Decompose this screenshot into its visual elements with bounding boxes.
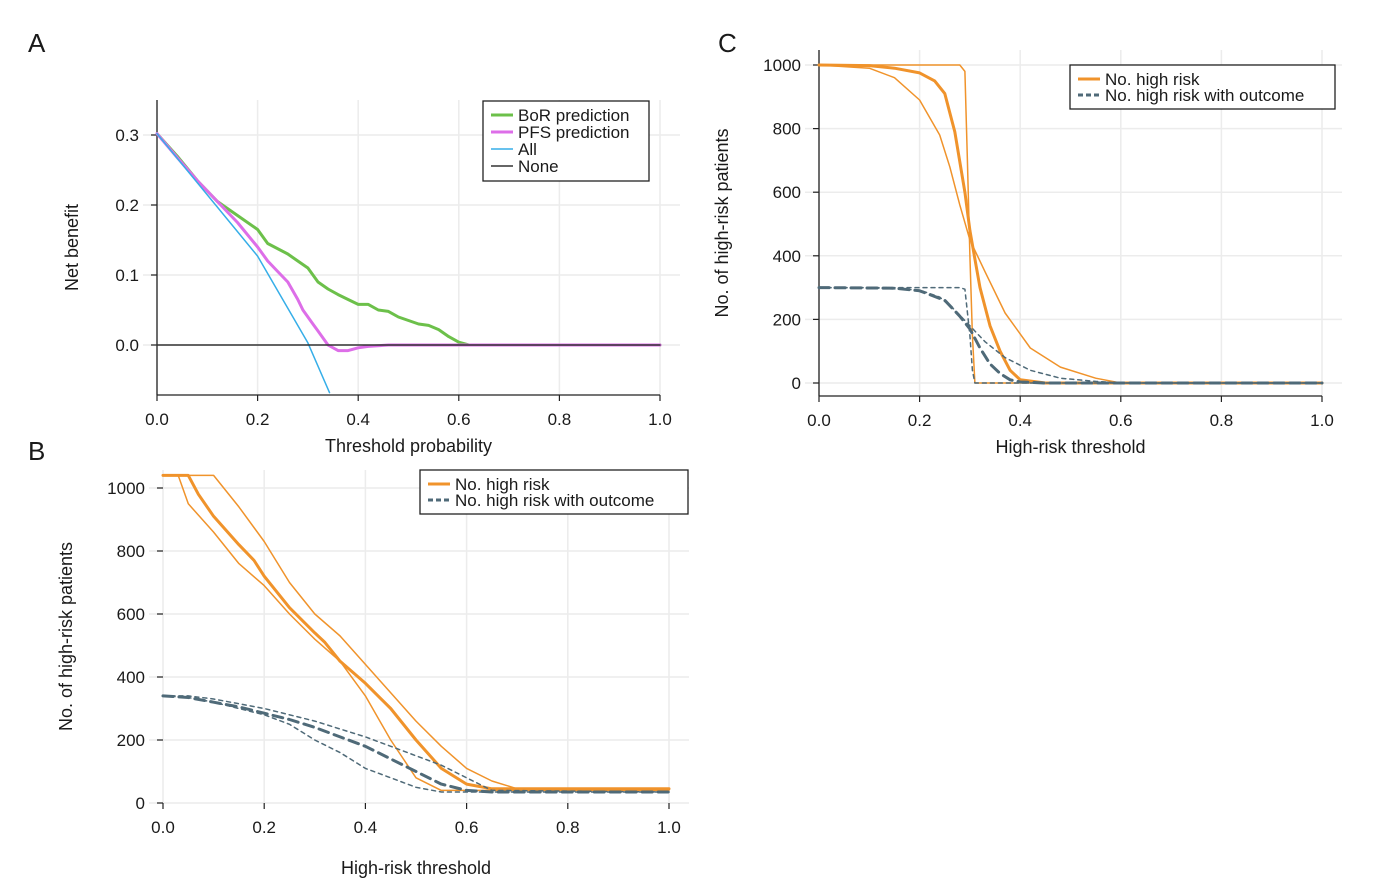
panel-b-x-axis-label: High-risk threshold: [341, 858, 491, 878]
panel-c-legend-label: No. high risk with outcome: [1105, 86, 1304, 105]
panel-a-y-tick-label: 0.3: [115, 126, 139, 145]
panel-b-x-tick-label: 0.4: [354, 818, 378, 837]
panel-c-series-line: [817, 286, 1324, 385]
panel-label-c: C: [718, 28, 737, 58]
panel-a-x-tick-label: 0.4: [346, 410, 370, 429]
panel-c-y-tick-label: 200: [773, 310, 801, 329]
panel-c-legend-box: [1069, 64, 1336, 110]
panel-c-series-line: [818, 64, 1323, 384]
panel-c-x-tick-label: 0.0: [807, 411, 831, 430]
panel-c-chart: 0.0 0.2 0.4 0.6 0.8 1.0 0 200 400 600 800 1000 High-…: [712, 50, 1342, 457]
panel-b-y-tick-label: 200: [117, 731, 145, 750]
panel-b-series-line: [162, 695, 670, 793]
panel-a-x-tick-label: 0.8: [548, 410, 572, 429]
panel-b-legend-label: No. high risk: [455, 475, 550, 494]
panel-c-series-line: [818, 286, 1323, 384]
panel-b-y-axis-label: No. of high-risk patients: [56, 542, 76, 731]
panel-c-legend-label: No. high risk: [1105, 70, 1200, 89]
panel-b-x-tick-label: 1.0: [657, 818, 681, 837]
panel-b-x-tick-label: 0.2: [252, 818, 276, 837]
panel-c-y-tick-label: 0: [792, 374, 801, 393]
panel-c-x-axis-label: High-risk threshold: [995, 437, 1145, 457]
panel-c-y-tick-label: 400: [773, 247, 801, 266]
panel-a-x-tick-label: 0.2: [246, 410, 270, 429]
panel-b-legend-box: [419, 469, 689, 515]
panel-b-series-line: [162, 474, 670, 790]
panel-a-x-tick-label: 0.6: [447, 410, 471, 429]
panel-a-y-tick-label: 0.0: [115, 336, 139, 355]
panel-b-y-tick-label: 600: [117, 605, 145, 624]
panel-c-x-tick-label: 0.2: [908, 411, 932, 430]
panel-c-x-tick-label: 0.8: [1210, 411, 1234, 430]
panel-c-y-tick-label: 600: [773, 183, 801, 202]
panel-label-b: B: [28, 436, 45, 466]
panel-a-legend-label: None: [518, 157, 559, 176]
panel-a-x-tick-label: 0.0: [145, 410, 169, 429]
panel-a-series-line: [156, 132, 331, 394]
panel-c-series-line: [818, 64, 1323, 384]
panel-a-series-line: [155, 132, 662, 347]
panel-a-legend-label: BoR prediction: [518, 106, 630, 125]
panel-b-y-tick-label: 0: [136, 794, 145, 813]
panel-b-y-tick-label: 1000: [107, 479, 145, 498]
panel-a-y-tick-label: 0.1: [115, 266, 139, 285]
panel-c-x-tick-label: 0.6: [1109, 411, 1133, 430]
panel-b-x-tick-label: 0.8: [556, 818, 580, 837]
panel-c-series-line: [818, 286, 1323, 384]
panel-c-y-axis-label: No. of high-risk patients: [712, 128, 732, 317]
panel-b-x-tick-label: 0.6: [455, 818, 479, 837]
panel-c-y-tick-label: 1000: [763, 56, 801, 75]
panel-b-y-tick-label: 400: [117, 668, 145, 687]
panel-a-y-axis-label: Net benefit: [62, 204, 82, 291]
panel-b-series-line: [161, 694, 671, 794]
panel-b-series-line: [162, 474, 670, 792]
panel-b-y-tick-label: 800: [117, 542, 145, 561]
panel-b-x-tick-label: 0.0: [151, 818, 175, 837]
panel-b-chart: 0.0 0.2 0.4 0.6 0.8 1.0 0 200 400 600 800 1000 High-…: [56, 469, 689, 878]
panel-a-x-tick-label: 1.0: [648, 410, 672, 429]
panel-a-legend-label: All: [518, 140, 537, 159]
panel-b-series-line: [162, 695, 670, 793]
panel-a-x-axis-label: Threshold probability: [325, 436, 492, 456]
panel-c-x-tick-label: 0.4: [1008, 411, 1032, 430]
panel-c-y-tick-label: 800: [773, 120, 801, 139]
panel-b-series-line: [161, 473, 671, 791]
panel-a-chart: 0.0 0.2 0.4 0.6 0.8 1.0 0.0 0.1 0.2 0.3 Threshold …: [62, 100, 680, 456]
panel-c-series-line: [817, 63, 1324, 385]
panel-a-series-line: [155, 132, 662, 353]
panel-c-x-tick-label: 1.0: [1310, 411, 1334, 430]
panel-a-legend-label: PFS prediction: [518, 123, 630, 142]
panel-a-y-tick-label: 0.2: [115, 196, 139, 215]
panel-b-legend-label: No. high risk with outcome: [455, 491, 654, 510]
panel-label-a: A: [28, 28, 46, 58]
